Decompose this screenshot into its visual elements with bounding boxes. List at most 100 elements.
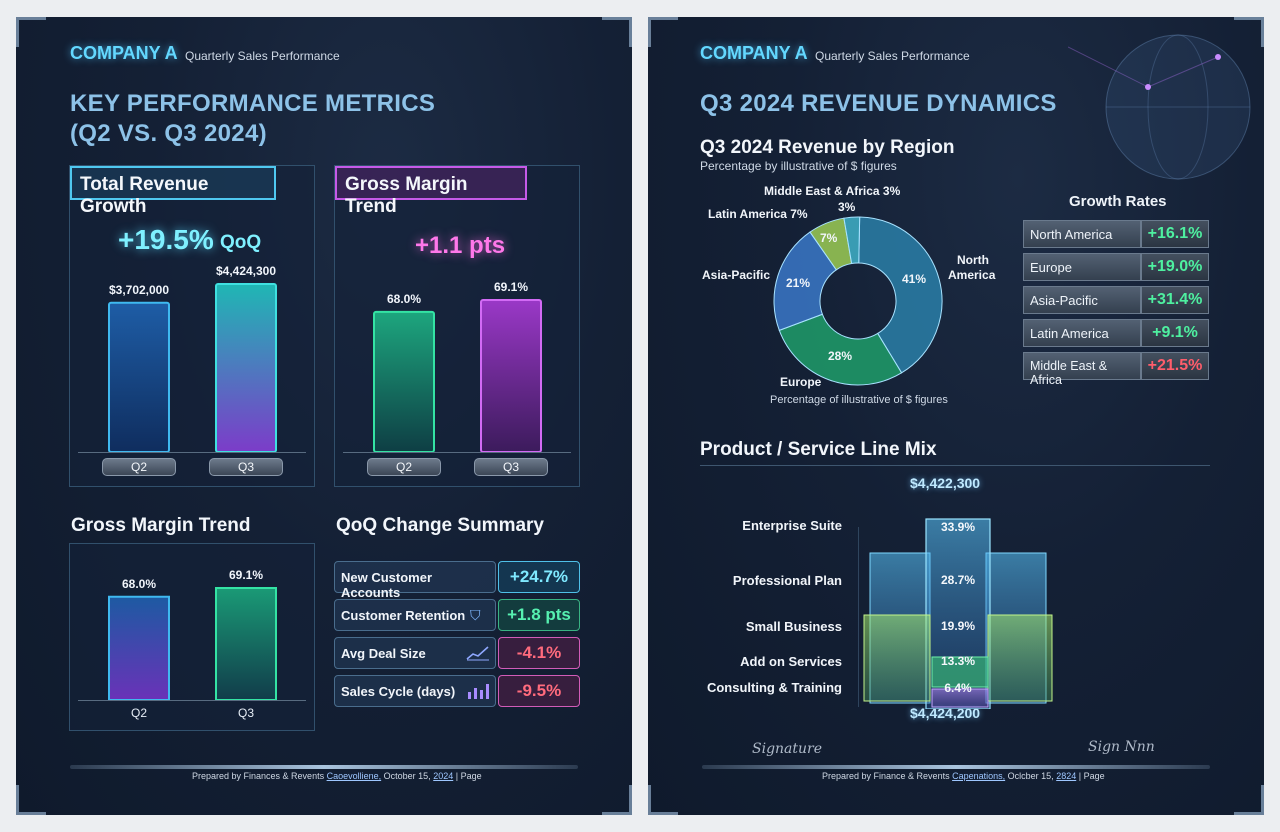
summary-label: Customer Retention — [334, 599, 496, 631]
donut-subtitle: Percentage by illustrative of $ figures — [700, 159, 897, 173]
region-label-mea: Middle East & Africa 3% — [764, 184, 901, 198]
chart-bar — [215, 283, 277, 453]
page-title: Q3 2024 REVENUE DYNAMICS — [700, 90, 1057, 117]
bar-value-label: $4,424,300 — [215, 264, 277, 278]
corner-decoration — [1234, 17, 1264, 47]
footer-link[interactable]: Caoevolliene, — [326, 771, 382, 781]
region-label-eu: Europe — [780, 375, 822, 389]
report-subtitle: Quarterly Sales Performance — [815, 49, 970, 63]
mix-pct: 28.7% — [940, 573, 976, 587]
corner-decoration — [16, 17, 46, 47]
revenue-bar-chart — [108, 283, 277, 453]
growth-row: Europe +19.0% — [1023, 253, 1209, 281]
corner-decoration — [602, 17, 632, 47]
region-pct-mea: 3% — [838, 200, 856, 214]
category-pill: Q3 — [209, 458, 283, 476]
chart-baseline — [78, 700, 306, 701]
donut-slice-north-america — [858, 216, 943, 374]
mix-3d-chart — [858, 518, 1053, 709]
mix-pct: 33.9% — [940, 520, 976, 534]
chart-baseline — [78, 452, 306, 453]
footer-suffix: | Page — [455, 771, 482, 781]
chart-bar — [480, 299, 542, 453]
summary-value: +24.7% — [498, 561, 580, 593]
trend-chart-icon — [466, 646, 489, 661]
corner-decoration — [602, 785, 632, 815]
margin-small-panel: 68.0% 69.1% Q2 Q3 — [69, 543, 315, 731]
growth-value: +31.4% — [1141, 286, 1209, 314]
footer-year: 2024 — [433, 771, 454, 781]
summary-row: Sales Cycle (days) -9.5% — [334, 675, 580, 707]
growth-region: Asia-Pacific — [1023, 286, 1141, 314]
footer: Prepared by Finances & Revents Caoevolli… — [192, 771, 482, 781]
signature-left: Signature — [752, 741, 823, 757]
footer-prefix: Prepared by Finance & Revents — [822, 771, 950, 781]
page-left: COMPANY A Quarterly Sales Performance KE… — [16, 17, 632, 815]
summary-value: -9.5% — [498, 675, 580, 707]
donut-slice-europe — [778, 313, 903, 386]
chart-bar — [215, 587, 277, 701]
category-pill: Q2 — [102, 458, 176, 476]
region-pct-na: 41% — [902, 272, 927, 286]
margin-delta-value: +1.1 pts — [415, 232, 506, 259]
mix-column — [931, 656, 989, 688]
bar-value-label: 69.1% — [493, 280, 529, 294]
growth-value: +21.5% — [1141, 352, 1209, 380]
growth-row: North America +16.1% — [1023, 220, 1209, 248]
brand-name: COMPANY A — [700, 43, 808, 63]
summary-value: -4.1% — [498, 637, 580, 669]
growth-title: Growth Rates — [1069, 193, 1167, 210]
mix-pct: 19.9% — [940, 619, 976, 633]
donut-title: Q3 2024 Revenue by Region — [700, 137, 955, 158]
panel-title: Total Revenue Growth — [70, 166, 276, 217]
corner-decoration — [1234, 785, 1264, 815]
summary-row: New Customer Accounts +24.7% — [334, 561, 580, 600]
donut-caption: Percentage of illustrative of $ figures — [770, 394, 948, 406]
mix-column — [931, 688, 989, 708]
revenue-growth-unit: QoQ — [220, 232, 262, 253]
bar-value-label: $3,702,000 — [108, 282, 170, 297]
section-title: Gross Margin Trend — [71, 515, 251, 536]
margin-bar-chart — [373, 299, 542, 453]
region-pct-latam: 7% — [820, 231, 838, 245]
footer-divider — [702, 765, 1210, 769]
mix-pct: 6.4% — [944, 681, 972, 695]
footer-prefix: Prepared by Finances & Revents — [192, 771, 325, 781]
bar-chart-icon — [468, 684, 489, 699]
growth-row: Latin America +9.1% — [1023, 319, 1209, 347]
category-pill: Q2 — [367, 458, 441, 476]
growth-value: +19.0% — [1141, 253, 1209, 281]
region-label-apac: Asia-Pacific — [702, 268, 771, 282]
growth-region: Europe — [1023, 253, 1141, 281]
report-subtitle: Quarterly Sales Performance — [185, 49, 340, 63]
chart-baseline — [343, 452, 571, 453]
region-pct-apac: 21% — [786, 276, 811, 290]
mix-label: Enterprise Suite — [742, 518, 842, 533]
summary-label: Sales Cycle (days) — [334, 675, 496, 707]
summary-row: Customer Retention ⛉ +1.8 pts — [334, 599, 580, 631]
mix-total-top: $4,422,300 — [910, 475, 981, 491]
growth-row: Middle East & Africa +21.5% — [1023, 352, 1209, 387]
bar-value-label: 68.0% — [386, 291, 422, 306]
x-tick-label: Q2 — [130, 706, 147, 720]
corner-decoration — [648, 17, 678, 47]
mix-label: Consulting & Training — [706, 680, 842, 695]
page-title-sub: (Q2 VS. Q3 2024) — [70, 120, 267, 147]
corner-decoration — [648, 785, 678, 815]
mix-total-bottom: $4,424,200 — [910, 705, 981, 721]
page-title: KEY PERFORMANCE METRICS — [70, 90, 436, 117]
chart-bar — [373, 310, 435, 453]
bar-value-label: 69.1% — [228, 568, 264, 582]
footer-link[interactable]: Capenations, — [952, 771, 1006, 781]
section-divider — [700, 465, 1210, 466]
footer-date: October 15, — [383, 771, 431, 781]
page-right: COMPANY A Quarterly Sales Performance Q3… — [648, 17, 1264, 815]
footer-year: 2824 — [1056, 771, 1077, 781]
section-title: Product / Service Line Mix — [700, 439, 937, 460]
growth-row: Asia-Pacific +31.4% — [1023, 286, 1209, 314]
panel-title: Gross Margin Trend — [335, 166, 527, 217]
margin-panel: Gross Margin Trend +1.1 pts 68.0% 69.1% … — [334, 165, 580, 487]
summary-value: +1.8 pts — [498, 599, 580, 631]
corner-decoration — [16, 785, 46, 815]
growth-value: +16.1% — [1141, 220, 1209, 248]
